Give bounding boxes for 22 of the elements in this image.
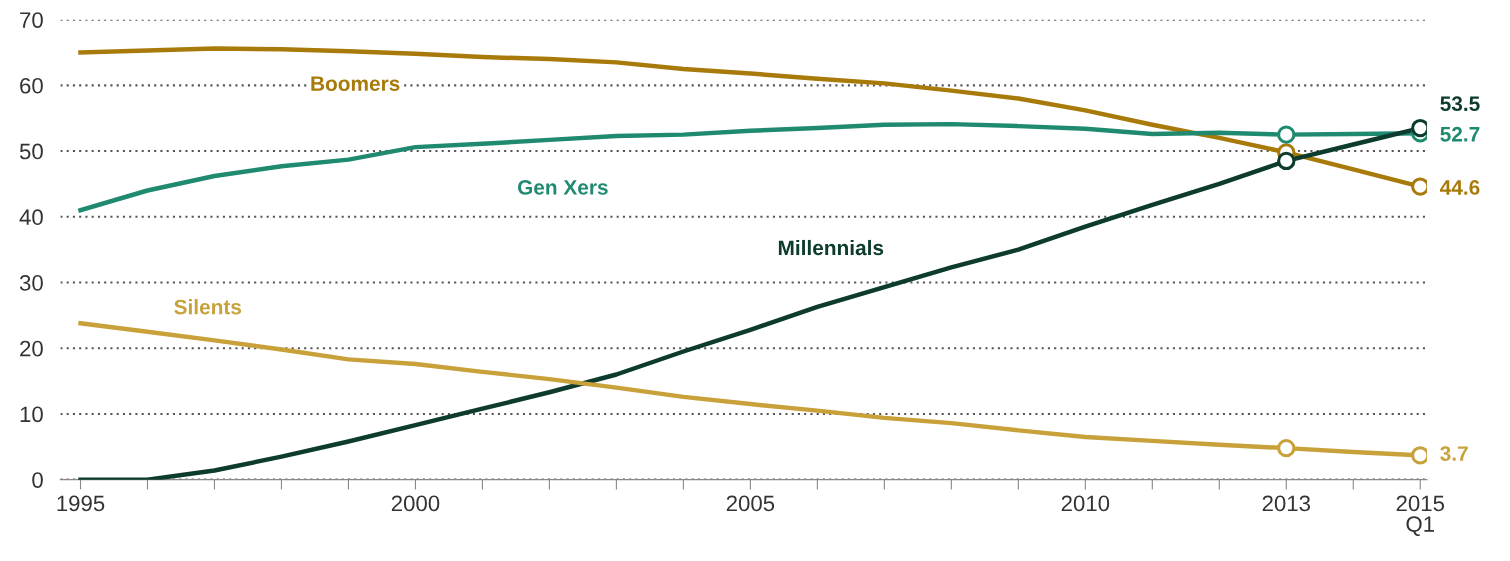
x-tick-label: 2000	[391, 495, 440, 512]
y-tick-label: 30	[19, 275, 43, 291]
x-tick-label: 1995	[57, 495, 105, 512]
series-label: Boomers	[311, 76, 400, 91]
x-tick-label: 2005	[726, 495, 775, 512]
x-tick-label: 2010	[1061, 495, 1110, 512]
y-tick-label: 0	[32, 472, 43, 488]
y-tick-label: 60	[20, 77, 43, 94]
data-label: 52.7	[1440, 126, 1480, 142]
y-tick-label: 20	[20, 340, 43, 357]
data-label: 3.7	[1440, 446, 1468, 461]
y-tick-label: 70	[20, 12, 43, 28]
x-tick-label: 2013	[1262, 495, 1311, 512]
x-tick-label: 2015 Q1	[1396, 495, 1445, 536]
y-tick-label: 40	[19, 209, 43, 226]
data-label: 44.6	[1440, 180, 1480, 195]
data-label: 53.5	[1440, 96, 1480, 112]
series-label: Silents	[174, 299, 242, 315]
y-tick-label: 10	[20, 406, 43, 423]
series-label: Gen Xers	[517, 180, 608, 195]
series-label: Millennials	[778, 239, 884, 256]
y-tick-label: 50	[19, 143, 43, 160]
